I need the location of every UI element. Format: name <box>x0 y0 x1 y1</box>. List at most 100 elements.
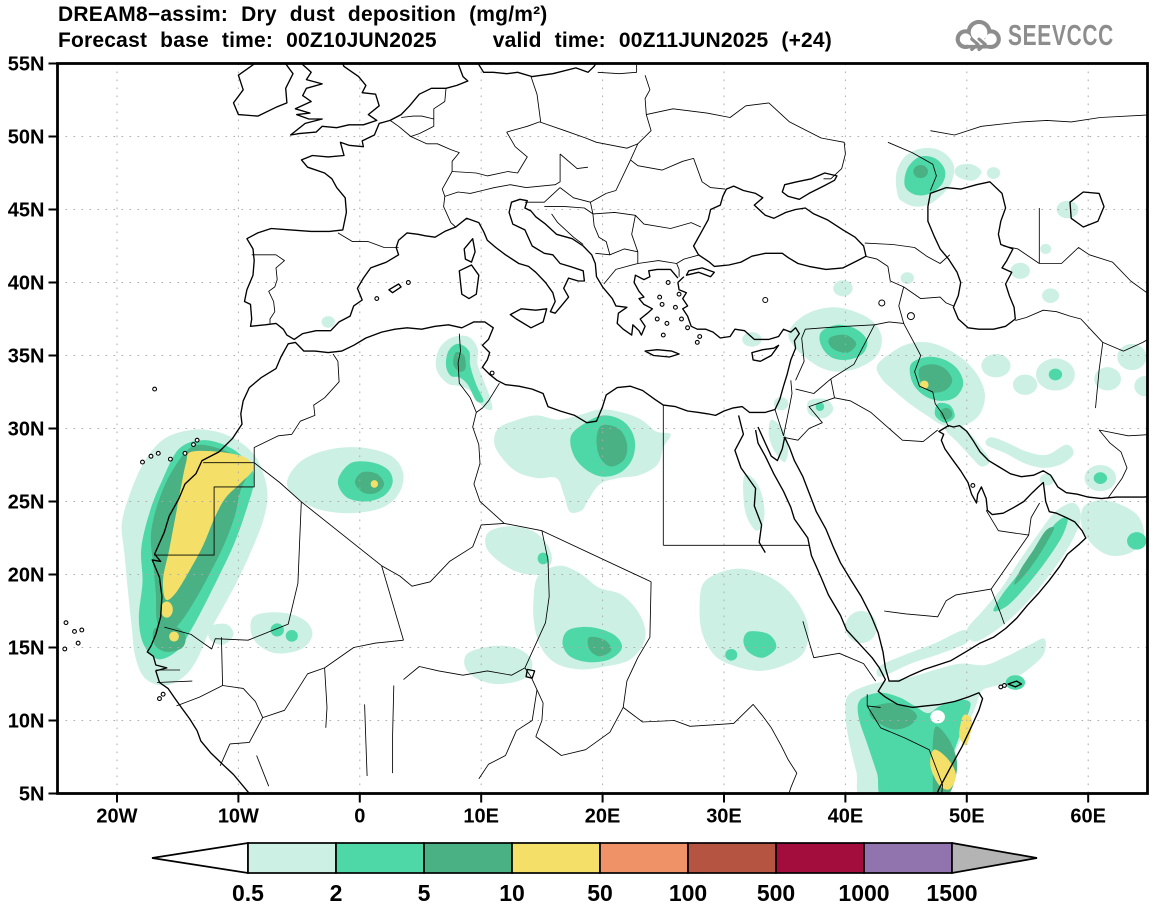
lat-axis-label: 15N <box>8 638 45 660</box>
country-border <box>551 213 584 245</box>
country-border <box>864 242 951 264</box>
lat-axis-label: 5N <box>19 784 45 806</box>
island <box>182 450 188 456</box>
country-border <box>469 397 505 524</box>
dust-contour <box>959 714 973 746</box>
country-border <box>1039 247 1148 294</box>
country-border <box>834 397 938 443</box>
island <box>489 370 495 376</box>
island <box>654 316 660 322</box>
country-border <box>256 755 270 787</box>
colorbar: 0.5 2 5 10 50 100 500 1000 1500 <box>151 841 1038 906</box>
country-border <box>389 120 412 137</box>
country-border <box>559 153 589 170</box>
country-border <box>622 703 798 794</box>
country-border <box>524 667 544 737</box>
dust-contour <box>930 749 956 790</box>
dust-contour <box>815 402 825 411</box>
dust-contour <box>464 645 533 685</box>
dust-contour <box>162 450 254 601</box>
dust-contour <box>1117 343 1147 371</box>
dust-contour <box>985 437 1074 468</box>
lon-axis-label: 20W <box>96 806 137 828</box>
country-border <box>801 324 875 339</box>
coastline-closed <box>685 267 715 278</box>
country-border <box>403 666 526 680</box>
lon-axis-label: 30E <box>706 806 742 828</box>
lon-axis-label: 50E <box>949 806 985 828</box>
island <box>75 640 81 646</box>
country-border <box>630 157 726 190</box>
colorbar-tick-label: 1500 <box>926 880 977 906</box>
dust-contour <box>768 419 789 463</box>
island <box>694 339 700 345</box>
island <box>194 437 200 443</box>
dust-contour <box>944 419 990 467</box>
country-border <box>768 102 846 180</box>
colorbar-cell <box>775 842 865 874</box>
island <box>157 696 162 702</box>
country-border <box>802 621 877 682</box>
country-border <box>1102 339 1148 352</box>
island <box>660 332 666 338</box>
country-border <box>783 380 793 436</box>
dust-contour <box>699 568 809 671</box>
country-border <box>622 581 652 708</box>
country-border <box>526 154 561 189</box>
country-border <box>364 704 368 777</box>
coastline <box>243 63 679 341</box>
dust-contour <box>1093 472 1108 484</box>
coastline <box>146 276 800 794</box>
country-border <box>1003 245 1040 264</box>
island <box>160 691 166 697</box>
country-border <box>903 286 954 307</box>
country-border <box>337 232 399 248</box>
island <box>155 450 161 456</box>
dust-contour <box>1094 367 1121 391</box>
country-border <box>597 65 638 75</box>
country-border <box>156 680 193 683</box>
dust-contour <box>1127 532 1147 550</box>
country-border <box>864 255 905 326</box>
country-border <box>381 565 404 641</box>
colorbar-tick-label: 5 <box>418 880 431 906</box>
dust-contour <box>1012 374 1038 395</box>
dust-contour <box>1048 368 1063 381</box>
dust-contour <box>370 480 378 488</box>
lon-axis-label: 60E <box>1070 806 1106 828</box>
coastline-closed <box>525 668 536 679</box>
colorbar-tick-label: 10 <box>499 880 525 906</box>
country-border <box>930 114 1148 136</box>
dust-contour <box>773 397 789 411</box>
country-border <box>164 501 302 650</box>
island <box>657 294 663 300</box>
country-border <box>324 667 328 728</box>
island <box>1001 683 1007 688</box>
country-border <box>253 353 340 463</box>
country-border <box>884 588 1005 625</box>
dust-contour <box>485 526 552 576</box>
island <box>79 627 85 633</box>
page-title: DREAM8−assim: Dry dust deposition (mg/m²… <box>58 3 548 26</box>
country-border <box>887 141 937 191</box>
lat-axis-label: 30N <box>8 419 45 441</box>
coastline-closed <box>644 349 680 358</box>
coastline-closed <box>927 181 1016 330</box>
country-border <box>176 685 223 707</box>
coastline-closed <box>751 344 780 362</box>
dust-contour <box>160 601 173 618</box>
country-border <box>381 522 505 587</box>
dust-contour <box>207 623 234 645</box>
country-border <box>544 206 594 215</box>
lat-axis-label: 10N <box>8 711 45 733</box>
coastline <box>477 63 597 78</box>
country-border <box>452 131 528 177</box>
lat-axis-label: 45N <box>8 200 45 222</box>
coastline-closed <box>1069 191 1105 228</box>
country-border <box>795 337 805 381</box>
seevccc-logo: SEEVCCC <box>952 18 1155 54</box>
country-border <box>866 705 943 794</box>
island <box>664 320 670 326</box>
